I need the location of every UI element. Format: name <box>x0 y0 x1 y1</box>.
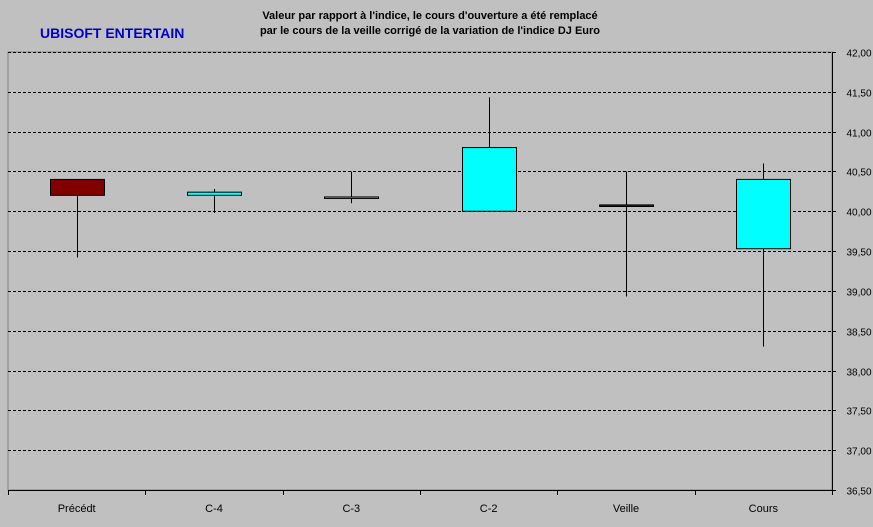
y-tick-label: 39,00 <box>846 288 871 299</box>
candle-body <box>462 147 517 212</box>
plot-area <box>7 51 833 491</box>
y-tick-label: 41,00 <box>846 129 871 140</box>
x-tick-label: Veille <box>613 503 639 515</box>
subtitle-line-1: Valeur par rapport à l'indice, le cours … <box>262 10 598 22</box>
y-tick-label: 41,50 <box>846 89 871 100</box>
y-tick-label: 36,50 <box>846 487 871 498</box>
y-tick-label: 38,50 <box>846 328 871 339</box>
y-tick-label: 40,50 <box>846 168 871 179</box>
y-tick-label: 42,00 <box>846 49 871 60</box>
y-tick-label: 40,00 <box>846 208 871 219</box>
x-tick-label: C-2 <box>480 503 498 515</box>
subtitle-line-2: par le cours de la veille corrigé de la … <box>259 25 601 37</box>
candle-body <box>187 191 242 196</box>
x-tick-label: C-3 <box>342 503 360 515</box>
chart-title: UBISOFT ENTERTAIN <box>40 25 185 41</box>
candle-body <box>599 204 654 207</box>
y-tick-label: 39,50 <box>846 248 871 259</box>
x-tick-label: Cours <box>749 503 779 515</box>
y-tick-label: 37,50 <box>846 407 871 418</box>
x-tick-label: Précédt <box>58 503 96 515</box>
x-tick-label: C-4 <box>205 503 223 515</box>
chart-subtitle: Valeur par rapport à l'indice, le cours … <box>220 9 640 39</box>
y-tick-label: 37,00 <box>846 447 871 458</box>
candle-body <box>736 178 791 250</box>
candle-body <box>324 196 379 199</box>
y-tick-label: 38,00 <box>846 368 871 379</box>
candle-body <box>50 178 105 196</box>
